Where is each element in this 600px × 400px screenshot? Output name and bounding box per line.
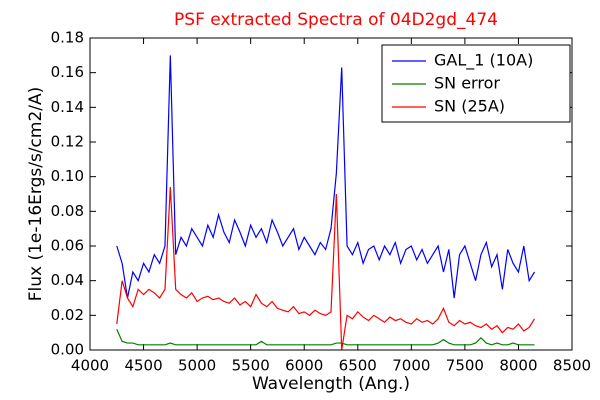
- legend-label: SN (25A): [434, 97, 505, 116]
- series-line: [116, 55, 536, 299]
- x-tick-label: 8000: [499, 357, 537, 375]
- plot-frame: [89, 37, 573, 351]
- x-tick-label: 6500: [339, 357, 377, 375]
- x-tick-label: 7000: [392, 357, 430, 375]
- x-tick-label: 4500: [124, 357, 162, 375]
- y-tick-label: 0.12: [51, 133, 84, 151]
- x-tick-label: 5000: [178, 357, 216, 375]
- series-line: [116, 187, 536, 351]
- chart-title: PSF extracted Spectra of 04D2gd_474: [174, 10, 498, 30]
- y-tick-label: 0.08: [51, 202, 84, 220]
- y-tick-label: 0.06: [51, 237, 84, 255]
- y-tick-label: 0.00: [51, 341, 84, 359]
- x-tick-label: 4000: [71, 357, 109, 375]
- y-tick-label: 0.14: [51, 98, 84, 116]
- y-tick-label: 0.16: [51, 63, 84, 81]
- series-line: [116, 328, 535, 346]
- y-tick-label: 0.04: [51, 271, 84, 289]
- legend-label: SN error: [434, 74, 500, 93]
- x-tick-label: 7500: [446, 357, 484, 375]
- legend-label: GAL_1 (10A): [434, 51, 533, 71]
- y-axis-label: Flux (1e-16Ergs/s/cm2/A): [26, 87, 46, 302]
- y-tick-label: 0.10: [51, 167, 84, 185]
- x-tick-label: 8500: [553, 357, 591, 375]
- x-tick-label: 5500: [232, 357, 270, 375]
- y-tick-label: 0.18: [51, 29, 84, 47]
- x-tick-label: 6000: [285, 357, 323, 375]
- y-tick-label: 0.02: [51, 306, 84, 324]
- x-axis-label: Wavelength (Ang.): [252, 374, 410, 394]
